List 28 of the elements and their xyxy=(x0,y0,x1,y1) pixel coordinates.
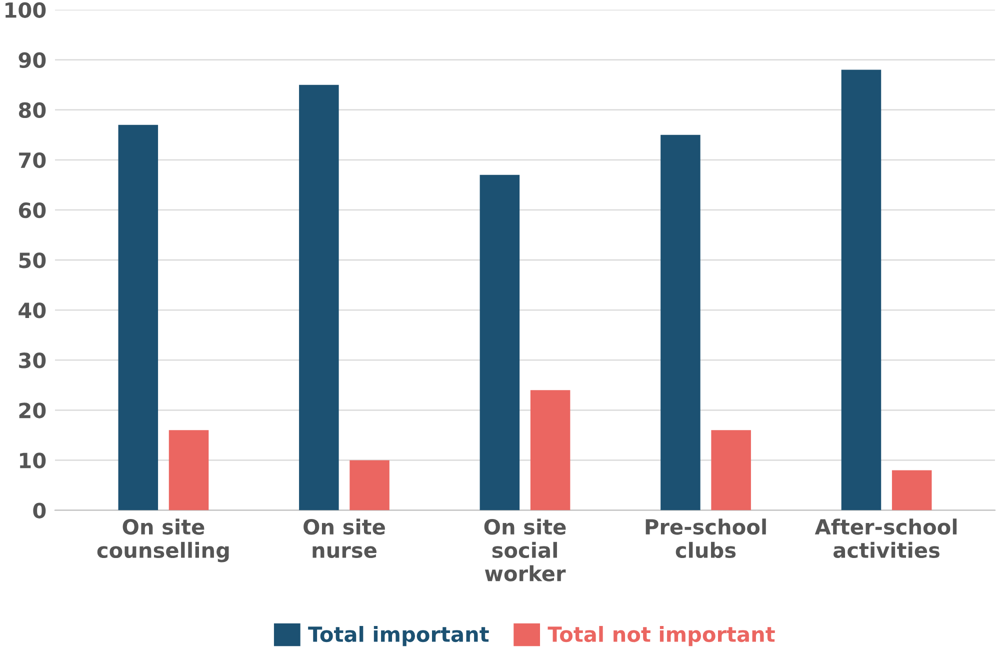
y-tick-label: 70 xyxy=(19,152,46,168)
bar xyxy=(168,430,209,510)
x-tick-label: Pre-school clubs xyxy=(646,518,766,558)
legend-label: Total important xyxy=(308,626,489,646)
y-tick-label: 100 xyxy=(6,2,46,18)
bar xyxy=(660,134,700,510)
y-tick-label: 80 xyxy=(18,102,46,118)
x-tick-label: On site nurse xyxy=(304,518,385,558)
y-tick-label: 20 xyxy=(19,402,46,418)
x-tick-label: On site social worker xyxy=(484,518,566,582)
y-tick-label: 10 xyxy=(20,452,46,468)
bar xyxy=(841,70,882,510)
y-tick-label: 30 xyxy=(19,352,46,368)
bar xyxy=(350,460,390,510)
y-tick-label: 50 xyxy=(19,252,46,268)
bar xyxy=(892,470,932,510)
bar xyxy=(480,174,520,510)
bar xyxy=(530,390,570,510)
y-tick-label: 40 xyxy=(18,302,46,318)
y-tick-label: 60 xyxy=(18,202,46,218)
legend-label: Total not important xyxy=(548,626,775,646)
y-tick-label: 90 xyxy=(18,52,46,68)
bar xyxy=(118,124,158,510)
y-tick-label: 0 xyxy=(33,502,46,518)
bar xyxy=(711,430,751,510)
bar xyxy=(299,84,339,510)
x-tick-label: After-school activities xyxy=(814,518,957,558)
x-tick-label: On site counselling xyxy=(97,518,229,562)
